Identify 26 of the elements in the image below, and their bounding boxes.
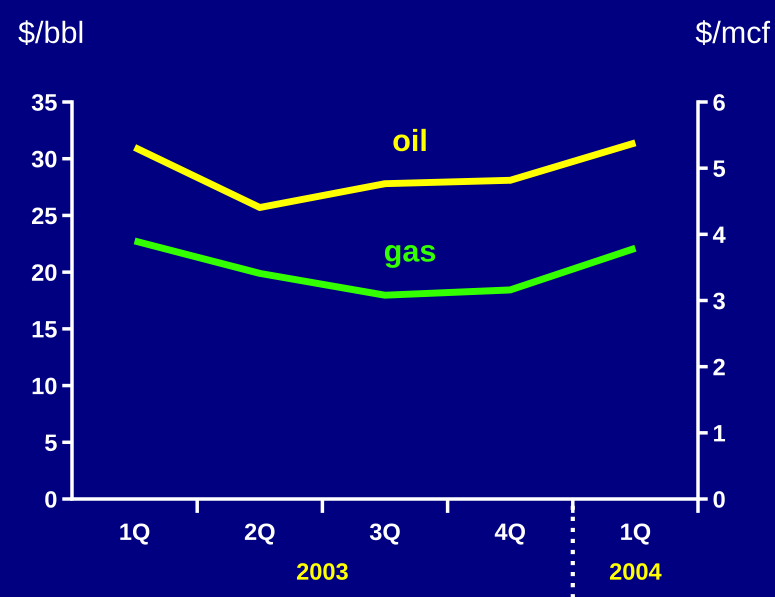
y-tick-label: 20 — [32, 264, 56, 281]
x-tick-label: 1Q — [120, 523, 150, 545]
y-tick-label: 10 — [32, 378, 56, 394]
y2-tick-label: 1 — [714, 425, 726, 442]
y-tick-label: 25 — [32, 207, 57, 224]
y2-tick-label: 3 — [713, 292, 725, 310]
text: 2004 — [610, 563, 662, 580]
y2-tick-label: 6 — [713, 94, 725, 111]
x-tick-label: 2Q — [244, 523, 275, 545]
x-tick-label: 4Q — [494, 523, 525, 545]
y-tick-label: 15 — [32, 321, 57, 338]
y-tick-label: 35 — [32, 94, 57, 111]
series-label: oil — [393, 128, 426, 152]
y2-tick-label: 0 — [714, 491, 725, 508]
y2-tick-label: 2 — [713, 358, 725, 376]
y-tick-label: 5 — [45, 434, 57, 452]
x-tick-label: 3Q — [370, 523, 400, 545]
y2-tick-label: 4 — [712, 226, 726, 243]
y-axis-title: $/bbl — [18, 20, 82, 46]
text: 2003 — [296, 563, 348, 580]
series-label: gas — [384, 244, 436, 268]
y-tick-label: 0 — [45, 491, 56, 508]
y-tick-label: 30 — [32, 150, 56, 168]
x-tick-label: 1Q — [621, 523, 650, 545]
y2-axis-title: $/mcf — [696, 20, 770, 46]
y2-tick-label: 5 — [713, 160, 726, 177]
